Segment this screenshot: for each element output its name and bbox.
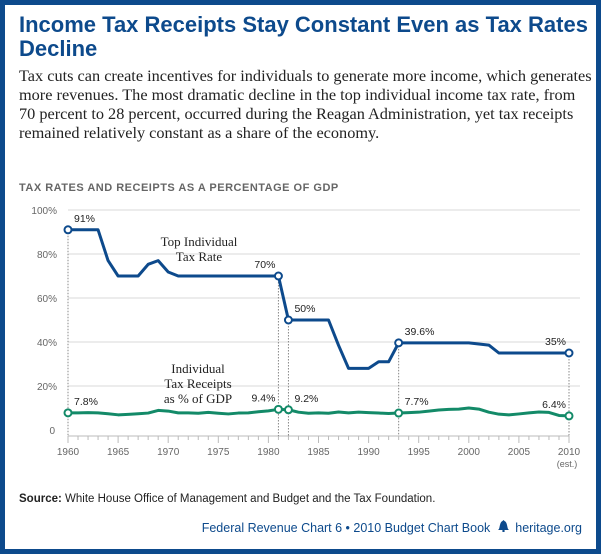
x-tick-label: 1970 — [157, 447, 180, 458]
series-label: Individual — [171, 361, 225, 376]
chart-subtitle: TAX RATES AND RECEIPTS AS A PERCENTAGE O… — [19, 182, 339, 194]
x-tick-label: 1980 — [257, 447, 280, 458]
liberty-bell-icon — [497, 520, 509, 535]
data-label: 91% — [74, 213, 95, 225]
y-tick-label: 100% — [31, 206, 57, 217]
source-text: White House Office of Management and Bud… — [61, 493, 436, 505]
chart-description: Tax cuts can create incentives for indiv… — [19, 66, 592, 142]
x-tick-label: 1965 — [107, 447, 130, 458]
x-tick-label: 1975 — [207, 447, 230, 458]
data-label: 9.4% — [251, 392, 275, 404]
y-tick-label: 80% — [37, 250, 57, 261]
data-point-marker — [283, 405, 293, 415]
footer: Federal Revenue Chart 6 • 2010 Budget Ch… — [202, 520, 582, 535]
chart-title: Income Tax Receipts Stay Constant Even a… — [19, 12, 588, 61]
site-link[interactable]: heritage.org — [515, 521, 582, 535]
data-point-marker — [394, 338, 404, 348]
x-tick-label: 1960 — [57, 447, 80, 458]
data-point-marker — [273, 271, 283, 281]
data-label: 7.8% — [74, 396, 98, 408]
x-tick-label: 1995 — [408, 447, 431, 458]
tax-rate-line — [68, 228, 569, 370]
data-label: 35% — [545, 336, 566, 348]
data-label: 70% — [254, 259, 275, 271]
source-note: Source: White House Office of Management… — [19, 493, 435, 505]
series-label: as % of GDP — [164, 391, 232, 406]
x-tick-label: 1985 — [307, 447, 330, 458]
data-point-marker — [273, 404, 283, 414]
series-label: Tax Rate — [176, 249, 223, 264]
chart-reference: Federal Revenue Chart 6 • 2010 Budget Ch… — [201, 521, 491, 535]
data-label: 7.7% — [405, 396, 429, 408]
y-tick-label: 0 — [49, 426, 55, 437]
y-tick-label: 20% — [37, 382, 57, 393]
x-tick-label: 2010 — [558, 447, 581, 458]
y-tick-label: 60% — [37, 294, 57, 305]
source-label: Source: — [19, 493, 62, 505]
data-point-marker — [394, 408, 404, 418]
data-point-marker — [63, 225, 73, 235]
x-tick-label: 1990 — [357, 447, 380, 458]
data-point-marker — [283, 315, 293, 325]
data-label: 9.2% — [294, 393, 318, 405]
data-label: 6.4% — [542, 399, 566, 411]
y-tick-label: 40% — [37, 338, 57, 349]
x-tick-note: (est.) — [557, 459, 578, 469]
x-tick-label: 2005 — [508, 447, 531, 458]
series-label: Tax Receipts — [164, 376, 231, 391]
data-point-marker — [564, 348, 574, 358]
data-point-marker — [564, 411, 574, 421]
data-point-marker — [63, 408, 73, 418]
receipts-line — [68, 406, 570, 418]
line-chart: 0 20% 40% 60% 80% 100% 1960 1965 1970 1975 1980 198… — [31, 206, 581, 469]
data-label: 39.6% — [405, 326, 435, 338]
x-tick-label: 2000 — [458, 447, 481, 458]
series-label: Top Individual — [161, 234, 238, 249]
data-label: 50% — [294, 303, 315, 315]
